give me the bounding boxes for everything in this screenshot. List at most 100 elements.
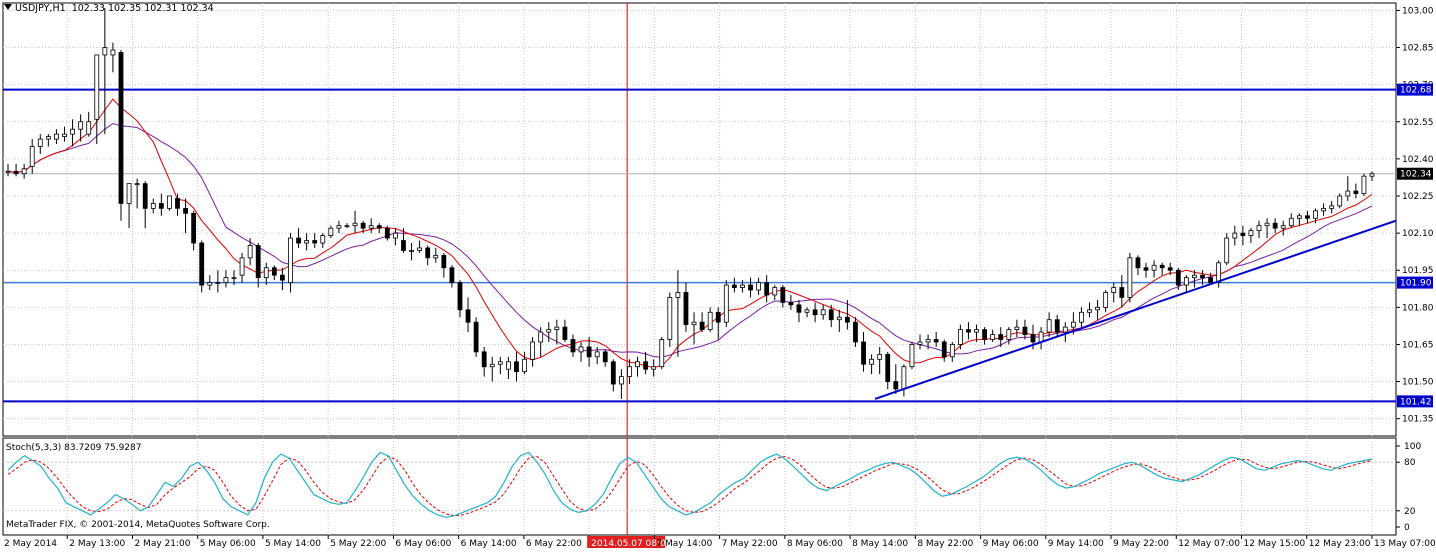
candle[interactable] [1014, 319, 1020, 338]
candle[interactable] [861, 332, 866, 372]
candle[interactable] [78, 114, 84, 142]
candle[interactable] [925, 334, 931, 350]
candle[interactable] [1232, 225, 1238, 246]
candle[interactable] [699, 312, 705, 333]
candle[interactable] [715, 307, 721, 340]
candle[interactable] [231, 270, 237, 286]
candle[interactable] [263, 262, 269, 286]
candle[interactable] [54, 129, 59, 145]
candle[interactable] [1175, 267, 1181, 291]
candle[interactable] [280, 267, 285, 291]
candle[interactable] [586, 337, 592, 367]
candle[interactable] [1369, 171, 1375, 182]
candle[interactable] [102, 7, 108, 135]
candle[interactable] [118, 50, 124, 221]
candle[interactable] [1127, 252, 1133, 303]
candle[interactable] [941, 339, 947, 362]
candle[interactable] [602, 349, 608, 367]
candle[interactable] [844, 299, 850, 330]
candle[interactable] [45, 134, 51, 147]
candle[interactable] [546, 322, 552, 342]
candle[interactable] [409, 243, 414, 261]
candle[interactable] [853, 317, 858, 347]
candle[interactable] [21, 163, 27, 179]
candle[interactable] [5, 163, 11, 177]
dropdown-triangle-icon[interactable] [4, 4, 12, 10]
candle[interactable] [134, 178, 140, 209]
candle[interactable] [836, 309, 842, 333]
candle[interactable] [336, 220, 342, 234]
candle[interactable] [651, 359, 657, 377]
candle[interactable] [344, 223, 350, 229]
candle[interactable] [255, 243, 261, 288]
candle[interactable] [247, 238, 253, 266]
candle[interactable] [643, 351, 649, 375]
candle[interactable] [1151, 260, 1157, 278]
candle[interactable] [1208, 272, 1213, 286]
candle[interactable] [37, 134, 43, 154]
candle[interactable] [1280, 220, 1286, 236]
candle[interactable] [828, 304, 834, 328]
candle[interactable] [1361, 173, 1367, 196]
trendline[interactable] [874, 219, 1397, 400]
candle[interactable] [150, 198, 156, 214]
candle[interactable] [441, 252, 447, 278]
candle[interactable] [368, 218, 374, 234]
candle[interactable] [1321, 203, 1326, 216]
candle[interactable] [481, 346, 487, 377]
candle[interactable] [949, 341, 955, 362]
candle[interactable] [1103, 290, 1109, 313]
candle[interactable] [1054, 314, 1060, 338]
candle[interactable] [788, 294, 794, 310]
candle[interactable] [877, 346, 883, 375]
candle[interactable] [756, 277, 762, 295]
candle[interactable] [393, 228, 398, 246]
candle[interactable] [296, 228, 301, 248]
candle[interactable] [1305, 210, 1310, 224]
candle[interactable] [376, 223, 382, 234]
candle[interactable] [86, 111, 92, 137]
candle[interactable] [199, 240, 205, 293]
candle[interactable] [110, 42, 116, 73]
candle[interactable] [1256, 220, 1262, 239]
candle[interactable] [974, 324, 979, 342]
candle[interactable] [158, 193, 164, 216]
candle[interactable] [683, 282, 689, 333]
candle[interactable] [917, 334, 923, 350]
candle[interactable] [820, 304, 826, 320]
candle[interactable] [748, 277, 753, 298]
candle[interactable] [594, 346, 600, 365]
candle[interactable] [1143, 262, 1149, 278]
candle[interactable] [433, 247, 439, 263]
candle[interactable] [957, 324, 963, 350]
candle[interactable] [191, 210, 197, 251]
candle[interactable] [1111, 282, 1117, 303]
candle[interactable] [489, 356, 495, 382]
candle[interactable] [707, 307, 713, 333]
candle[interactable] [893, 364, 899, 394]
candle[interactable] [1272, 218, 1278, 234]
candle[interactable] [514, 351, 519, 382]
candle[interactable] [1183, 275, 1189, 293]
candle[interactable] [1296, 213, 1302, 226]
candle[interactable] [288, 233, 293, 293]
candle[interactable] [764, 275, 770, 303]
candle[interactable] [239, 252, 245, 283]
candle[interactable] [740, 280, 745, 293]
candle[interactable] [578, 341, 584, 362]
candle[interactable] [796, 299, 802, 323]
candle[interactable] [998, 327, 1004, 347]
candle[interactable] [1167, 262, 1173, 276]
candle[interactable] [167, 195, 172, 211]
candle[interactable] [142, 181, 148, 229]
candle[interactable] [304, 233, 310, 251]
candle[interactable] [62, 126, 67, 142]
candle[interactable] [885, 351, 891, 389]
candle[interactable] [635, 356, 640, 377]
candle[interactable] [869, 354, 874, 375]
candle[interactable] [966, 322, 971, 340]
candle[interactable] [691, 312, 697, 345]
candle[interactable] [352, 210, 358, 234]
candle[interactable] [554, 319, 560, 345]
candle[interactable] [457, 280, 463, 318]
